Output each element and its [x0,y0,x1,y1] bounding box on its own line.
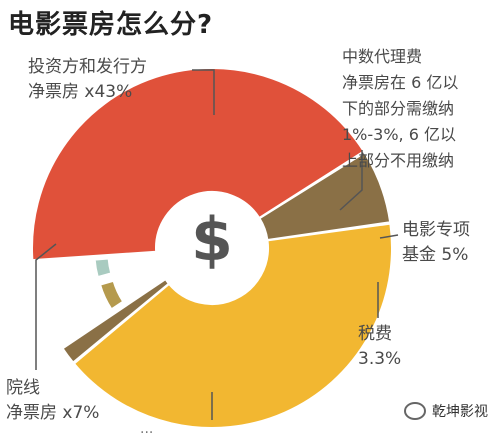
tax-label: 税费 3.3% [358,322,401,372]
agency-fee-line1: 中数代理费 [342,47,423,66]
agency-fee-line4: 1%-3%, 6 亿以 [342,125,456,144]
pie-slice-2 [98,279,125,311]
chart-title: 电影票房怎么分? [8,10,214,40]
investor-label-line2: 净票房 x43% [28,82,133,102]
agency-fee-line5: 上部分不用缴纳 [342,151,455,170]
leader-line-agency [339,150,363,211]
leader-line-investor [192,69,215,115]
pie-slice-0 [72,222,393,429]
film-fund-label: 电影专项 基金 5% [402,218,470,268]
tax-line1: 税费 [358,324,392,344]
cinema-label: 院线 净票房 x7% [6,376,99,426]
leader-line-cinema [35,243,57,370]
dollar-icon: $ [191,205,233,275]
pie-chart [31,67,399,429]
agency-fee-line3: 下的部分需缴纳 [342,99,455,118]
cutoff-label: ... [140,421,154,437]
film-fund-line2: 基金 5% [402,245,469,265]
wechat-icon [404,402,426,420]
investor-label: 投资方和发行方 净票房 x43% [28,55,147,105]
cinema-line2: 净票房 x7% [6,403,100,423]
film-fund-line1: 电影专项 [402,220,470,240]
donut-hole [156,192,268,304]
watermark-text: 乾坤影视 [432,404,488,420]
investor-label-line1: 投资方和发行方 [28,57,147,77]
pie-slice-3 [93,257,113,279]
leader-line-fund [379,234,399,239]
agency-fee-label: 中数代理费 净票房在 6 亿以 下的部分需缴纳 1%-3%, 6 亿以 上部分不… [342,44,458,174]
agency-fee-line2: 净票房在 6 亿以 [342,73,459,92]
watermark: 乾坤影视 [404,401,488,421]
tax-line2: 3.3% [358,349,402,369]
cinema-line1: 院线 [6,378,40,398]
